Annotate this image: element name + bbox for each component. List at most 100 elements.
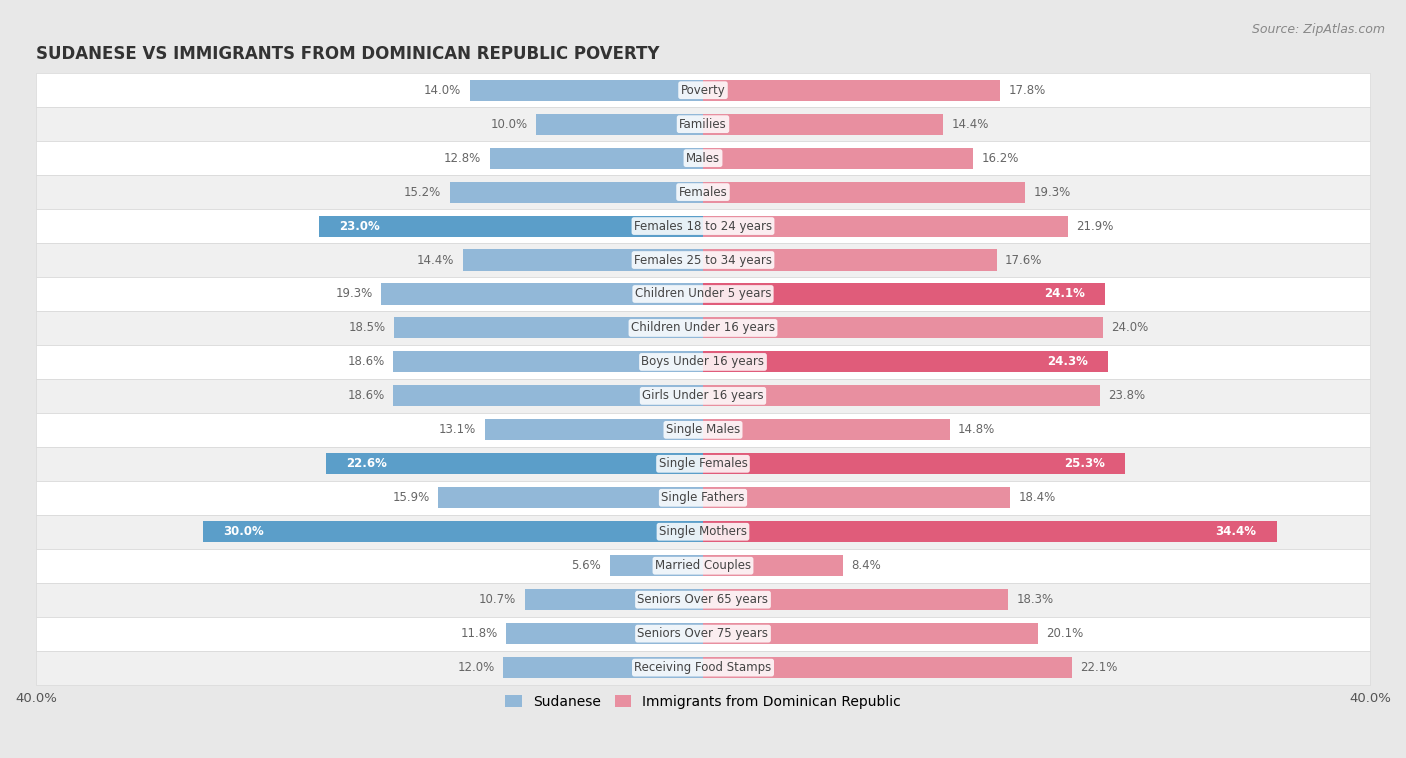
Text: 20.1%: 20.1% xyxy=(1046,627,1084,641)
Text: 14.4%: 14.4% xyxy=(952,117,988,130)
Bar xyxy=(703,215,1069,236)
Bar xyxy=(703,453,1125,475)
Bar xyxy=(37,74,1369,107)
Text: 15.9%: 15.9% xyxy=(392,491,429,504)
Text: Females 25 to 34 years: Females 25 to 34 years xyxy=(634,253,772,267)
Text: Single Males: Single Males xyxy=(666,424,740,437)
Text: 5.6%: 5.6% xyxy=(571,559,602,572)
Bar xyxy=(703,522,1277,542)
Text: 19.3%: 19.3% xyxy=(1033,186,1070,199)
Bar xyxy=(703,385,1099,406)
Text: 11.8%: 11.8% xyxy=(461,627,498,641)
Bar xyxy=(703,487,1010,509)
Bar xyxy=(524,589,703,610)
Text: 22.1%: 22.1% xyxy=(1080,661,1118,674)
Text: SUDANESE VS IMMIGRANTS FROM DOMINICAN REPUBLIC POVERTY: SUDANESE VS IMMIGRANTS FROM DOMINICAN RE… xyxy=(37,45,659,64)
Bar xyxy=(703,623,1038,644)
Text: 8.4%: 8.4% xyxy=(852,559,882,572)
Text: 14.0%: 14.0% xyxy=(425,83,461,97)
Bar xyxy=(37,446,1369,481)
Text: 18.3%: 18.3% xyxy=(1017,594,1053,606)
Bar xyxy=(326,453,703,475)
Bar xyxy=(536,114,703,135)
Bar xyxy=(437,487,703,509)
Bar xyxy=(703,114,943,135)
Bar xyxy=(319,215,703,236)
Text: 13.1%: 13.1% xyxy=(439,424,477,437)
Text: Boys Under 16 years: Boys Under 16 years xyxy=(641,356,765,368)
Text: Children Under 5 years: Children Under 5 years xyxy=(634,287,772,300)
Text: 12.0%: 12.0% xyxy=(457,661,495,674)
Text: 10.7%: 10.7% xyxy=(479,594,516,606)
Bar xyxy=(703,318,1104,339)
Text: 24.0%: 24.0% xyxy=(1112,321,1149,334)
Text: Seniors Over 75 years: Seniors Over 75 years xyxy=(637,627,769,641)
Text: 34.4%: 34.4% xyxy=(1216,525,1257,538)
Bar xyxy=(703,283,1105,305)
Bar xyxy=(37,311,1369,345)
Text: 17.6%: 17.6% xyxy=(1005,253,1042,267)
Text: Children Under 16 years: Children Under 16 years xyxy=(631,321,775,334)
Text: Single Females: Single Females xyxy=(658,457,748,470)
Bar xyxy=(37,650,1369,684)
Text: 24.1%: 24.1% xyxy=(1045,287,1085,300)
Bar xyxy=(37,209,1369,243)
Text: 23.8%: 23.8% xyxy=(1108,390,1146,402)
Text: 24.3%: 24.3% xyxy=(1047,356,1088,368)
Bar xyxy=(37,413,1369,446)
Bar xyxy=(703,182,1025,202)
Text: Seniors Over 65 years: Seniors Over 65 years xyxy=(637,594,769,606)
Text: 14.8%: 14.8% xyxy=(957,424,995,437)
Text: 18.6%: 18.6% xyxy=(347,390,384,402)
Text: 21.9%: 21.9% xyxy=(1077,220,1114,233)
Bar xyxy=(610,555,703,576)
Bar xyxy=(37,379,1369,413)
Text: Girls Under 16 years: Girls Under 16 years xyxy=(643,390,763,402)
Text: 14.4%: 14.4% xyxy=(418,253,454,267)
Text: Poverty: Poverty xyxy=(681,83,725,97)
Bar xyxy=(703,352,1108,372)
Text: Males: Males xyxy=(686,152,720,164)
Text: 18.6%: 18.6% xyxy=(347,356,384,368)
Bar xyxy=(392,352,703,372)
Bar xyxy=(506,623,703,644)
Bar xyxy=(37,107,1369,141)
Text: Married Couples: Married Couples xyxy=(655,559,751,572)
Bar xyxy=(450,182,703,202)
Text: 25.3%: 25.3% xyxy=(1064,457,1105,470)
Text: Receiving Food Stamps: Receiving Food Stamps xyxy=(634,661,772,674)
Text: 15.2%: 15.2% xyxy=(404,186,441,199)
Bar xyxy=(37,141,1369,175)
Bar xyxy=(470,80,703,101)
Bar xyxy=(485,419,703,440)
Bar xyxy=(703,657,1071,678)
Text: 17.8%: 17.8% xyxy=(1008,83,1046,97)
Text: 10.0%: 10.0% xyxy=(491,117,527,130)
Text: 19.3%: 19.3% xyxy=(336,287,373,300)
Text: Single Fathers: Single Fathers xyxy=(661,491,745,504)
Bar xyxy=(703,419,950,440)
Bar xyxy=(703,589,1008,610)
Text: 22.6%: 22.6% xyxy=(346,457,387,470)
Bar xyxy=(489,148,703,168)
Bar xyxy=(37,345,1369,379)
Bar xyxy=(37,515,1369,549)
Bar xyxy=(395,318,703,339)
Text: 23.0%: 23.0% xyxy=(339,220,380,233)
Bar xyxy=(392,385,703,406)
Bar xyxy=(37,277,1369,311)
Text: Source: ZipAtlas.com: Source: ZipAtlas.com xyxy=(1251,23,1385,36)
Text: 18.4%: 18.4% xyxy=(1018,491,1056,504)
Bar xyxy=(703,80,1000,101)
Bar xyxy=(381,283,703,305)
Text: Single Mothers: Single Mothers xyxy=(659,525,747,538)
Text: 12.8%: 12.8% xyxy=(444,152,481,164)
Bar xyxy=(37,549,1369,583)
Bar xyxy=(37,617,1369,650)
Bar xyxy=(703,249,997,271)
Bar xyxy=(37,243,1369,277)
Bar xyxy=(202,522,703,542)
Legend: Sudanese, Immigrants from Dominican Republic: Sudanese, Immigrants from Dominican Repu… xyxy=(499,689,907,714)
Bar xyxy=(503,657,703,678)
Text: 18.5%: 18.5% xyxy=(349,321,387,334)
